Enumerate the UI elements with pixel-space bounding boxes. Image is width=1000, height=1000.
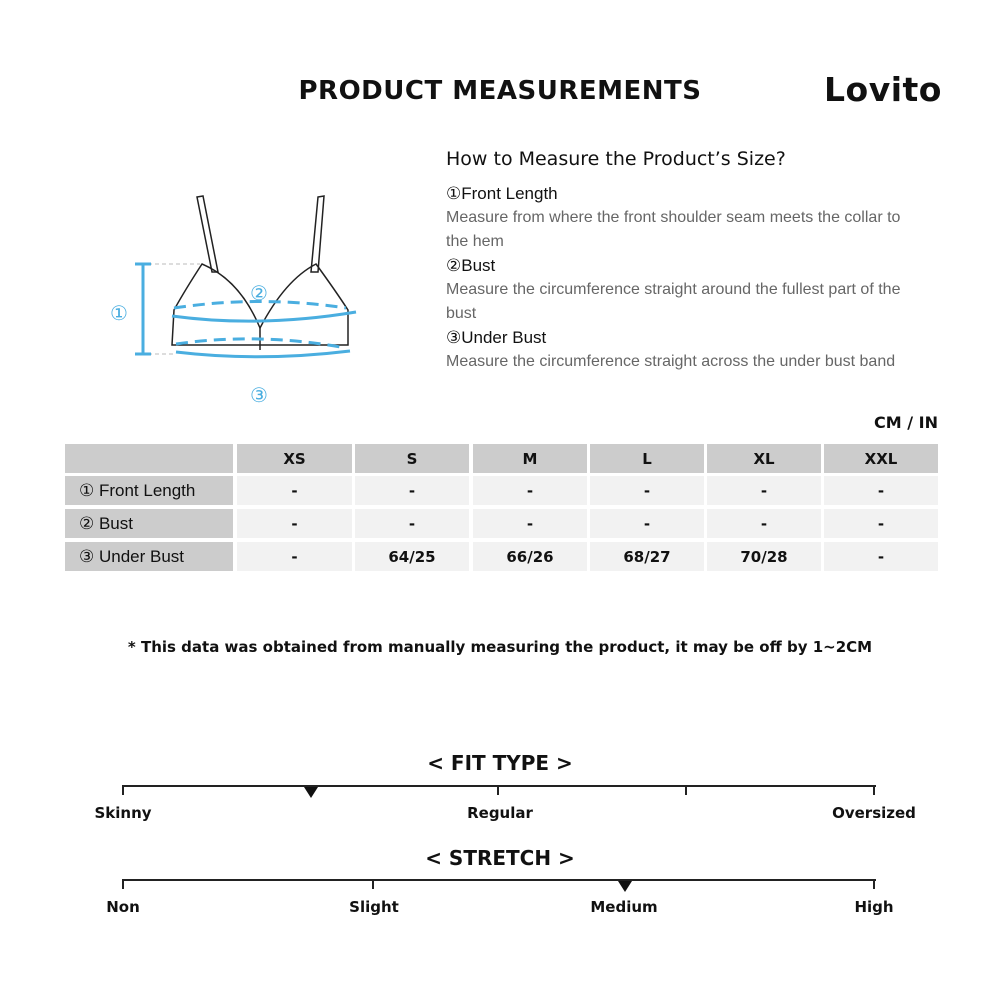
- step-title-bust: ②Bust: [446, 256, 496, 275]
- table-cell: -: [237, 476, 352, 505]
- table-cell: -: [707, 476, 821, 505]
- row-label: ③ Under Bust: [65, 542, 233, 571]
- table-cell: -: [355, 509, 469, 538]
- size-header: XXL: [824, 444, 938, 473]
- step-title-under-bust: ③Under Bust: [446, 328, 547, 347]
- table-cell: 66/26: [473, 542, 587, 571]
- table-cell: -: [473, 509, 587, 538]
- units-label: CM / IN: [874, 413, 938, 432]
- stretch-label-slight: Slight: [349, 898, 399, 916]
- stretch-title: < STRETCH >: [425, 846, 575, 870]
- stretch-scale: [122, 879, 876, 881]
- table-cell: -: [824, 542, 938, 571]
- measure-lines: [135, 262, 357, 359]
- fit-type-marker: [304, 787, 318, 798]
- fit-label-regular: Regular: [467, 804, 533, 822]
- row-label: ① Front Length: [65, 476, 233, 505]
- size-header: L: [590, 444, 704, 473]
- table-cell: -: [237, 509, 352, 538]
- stretch-tick: [372, 879, 374, 889]
- table-cell: -: [473, 476, 587, 505]
- stretch-tick: [873, 879, 875, 889]
- marker-3: ③: [250, 383, 268, 407]
- table-cell: -: [824, 476, 938, 505]
- fit-label-skinny: Skinny: [94, 804, 152, 822]
- step-desc-bust: Measure the circumference straight aroun…: [446, 281, 901, 322]
- table-header-corner: [65, 444, 233, 473]
- table-cell: -: [590, 509, 704, 538]
- table-cell: 70/28: [707, 542, 821, 571]
- fit-tick: [685, 785, 687, 795]
- fit-tick: [497, 785, 499, 795]
- marker-1: ①: [110, 301, 128, 325]
- page-title: PRODUCT MEASUREMENTS: [298, 76, 702, 106]
- step-desc-under-bust: Measure the circumference straight acros…: [446, 353, 896, 370]
- stretch-label-non: Non: [106, 898, 140, 916]
- table-cell: -: [707, 509, 821, 538]
- stretch-label-high: High: [854, 898, 894, 916]
- table-cell: 68/27: [590, 542, 704, 571]
- size-header: M: [473, 444, 587, 473]
- measurement-note: * This data was obtained from manually m…: [127, 638, 873, 656]
- size-header: S: [355, 444, 469, 473]
- guide-heading: How to Measure the Product’s Size?: [446, 148, 786, 170]
- step-title-front-length: ①Front Length: [446, 184, 558, 203]
- table-cell: -: [590, 476, 704, 505]
- step-desc-front-length: Measure from where the front shoulder se…: [446, 209, 901, 250]
- bra-measurement-diagram: ① ② ③: [110, 195, 357, 407]
- size-header: XL: [707, 444, 821, 473]
- stretch-label-medium: Medium: [590, 898, 658, 916]
- fit-type-title: < FIT TYPE >: [427, 751, 573, 775]
- fit-tick: [873, 785, 875, 795]
- fit-type-scale: [122, 785, 876, 787]
- table-cell: 64/25: [355, 542, 469, 571]
- table-cell: -: [824, 509, 938, 538]
- bra-outline: [171, 195, 349, 350]
- row-label: ② Bust: [65, 509, 233, 538]
- stretch-tick: [122, 879, 124, 889]
- fit-label-oversized: Oversized: [832, 804, 916, 822]
- stretch-marker: [617, 881, 632, 892]
- marker-2: ②: [250, 281, 268, 305]
- brand-logo: Lovito: [824, 70, 942, 109]
- guide-dashes: [148, 263, 200, 355]
- fit-tick: [122, 785, 124, 795]
- table-cell: -: [237, 542, 352, 571]
- size-header: XS: [237, 444, 352, 473]
- table-cell: -: [355, 476, 469, 505]
